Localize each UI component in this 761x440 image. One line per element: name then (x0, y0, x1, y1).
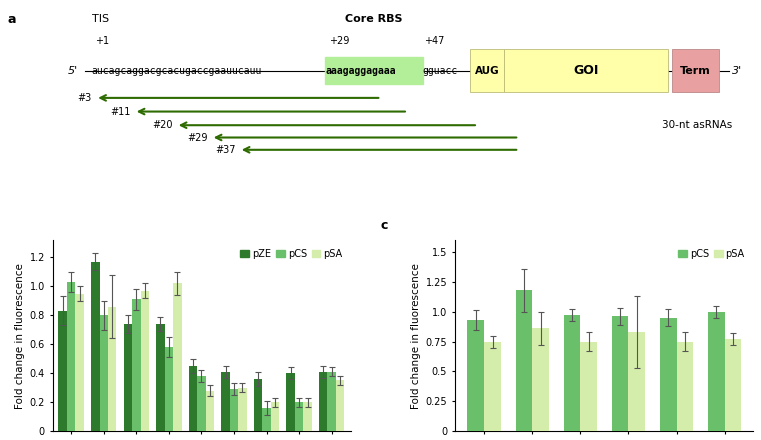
Text: GOI: GOI (573, 64, 599, 77)
Bar (132, 299, 141, 431)
Bar (724, 339, 741, 431)
Bar (254, 379, 263, 431)
Text: #20: #20 (151, 120, 172, 130)
Text: 3': 3' (732, 66, 743, 76)
Text: #11: #11 (110, 106, 130, 117)
Bar (672, 49, 719, 92)
Text: gguacc: gguacc (422, 66, 457, 76)
Bar (504, 49, 668, 92)
Bar (108, 307, 116, 431)
Bar (677, 341, 693, 431)
Bar (164, 347, 173, 431)
Text: #3: #3 (78, 93, 92, 103)
Bar (123, 324, 132, 431)
Text: +29: +29 (329, 36, 349, 46)
Bar (263, 408, 271, 431)
Bar (467, 320, 484, 431)
Bar (295, 402, 304, 431)
Bar (91, 262, 100, 431)
Bar (327, 372, 336, 431)
Bar (660, 318, 677, 431)
Bar (205, 391, 214, 431)
Bar (564, 315, 581, 431)
Bar (470, 49, 504, 92)
Bar (156, 324, 164, 431)
Bar (319, 372, 327, 431)
Bar (612, 316, 629, 431)
Bar (221, 372, 230, 431)
Bar (100, 315, 108, 431)
Bar (189, 366, 197, 431)
Bar (708, 312, 724, 431)
Text: TIS: TIS (92, 14, 109, 24)
Bar (336, 381, 345, 431)
Legend: pCS, pSA: pCS, pSA (674, 245, 749, 263)
Bar (629, 332, 645, 431)
Bar (141, 291, 149, 431)
Bar (484, 341, 501, 431)
Text: #29: #29 (186, 132, 207, 143)
Text: a: a (8, 13, 16, 26)
Text: c: c (381, 219, 388, 232)
Bar (230, 389, 238, 431)
Text: Core RBS: Core RBS (345, 14, 403, 24)
Text: Term: Term (680, 66, 711, 76)
Bar (515, 290, 533, 431)
Bar (75, 293, 84, 431)
Text: #37: #37 (215, 145, 235, 155)
Text: aaagaggagaaa: aaagaggagaaa (325, 66, 396, 76)
Bar (286, 373, 295, 431)
Bar (304, 402, 312, 431)
Text: +1: +1 (95, 36, 110, 46)
Text: 30-nt asRNAs: 30-nt asRNAs (662, 120, 733, 130)
Bar (59, 311, 67, 431)
Bar (238, 388, 247, 431)
Bar (325, 57, 422, 84)
Text: 5': 5' (68, 66, 78, 76)
Bar (67, 282, 75, 431)
Text: +47: +47 (424, 36, 444, 46)
Y-axis label: Fold change in fluorescence: Fold change in fluorescence (412, 263, 422, 408)
Bar (271, 402, 279, 431)
Bar (581, 341, 597, 431)
Bar (533, 328, 549, 431)
Bar (197, 376, 205, 431)
Text: AUG: AUG (475, 66, 499, 76)
Text: aucagcaggacgcacugaccgaauucauu: aucagcaggacgcacugaccgaauucauu (92, 66, 262, 76)
Bar (173, 283, 182, 431)
Legend: pZE, pCS, pSA: pZE, pCS, pSA (237, 245, 346, 263)
Y-axis label: Fold change in fluorescence: Fold change in fluorescence (15, 263, 25, 408)
